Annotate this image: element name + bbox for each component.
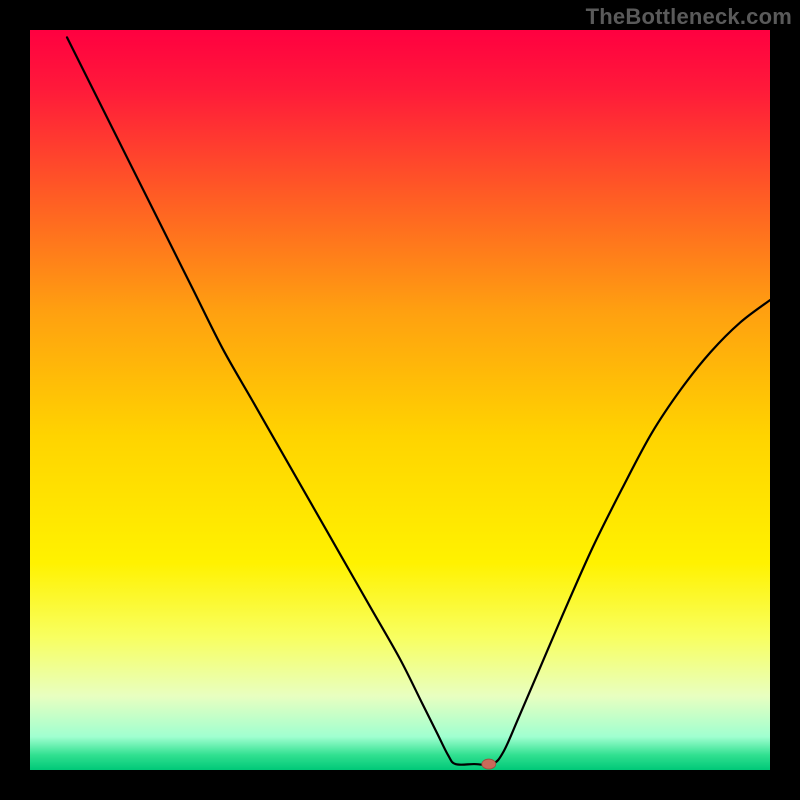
bottleneck-curve-chart — [0, 0, 800, 800]
watermark-text: TheBottleneck.com — [586, 4, 792, 30]
optimal-point-marker — [482, 759, 496, 769]
chart-container: TheBottleneck.com — [0, 0, 800, 800]
